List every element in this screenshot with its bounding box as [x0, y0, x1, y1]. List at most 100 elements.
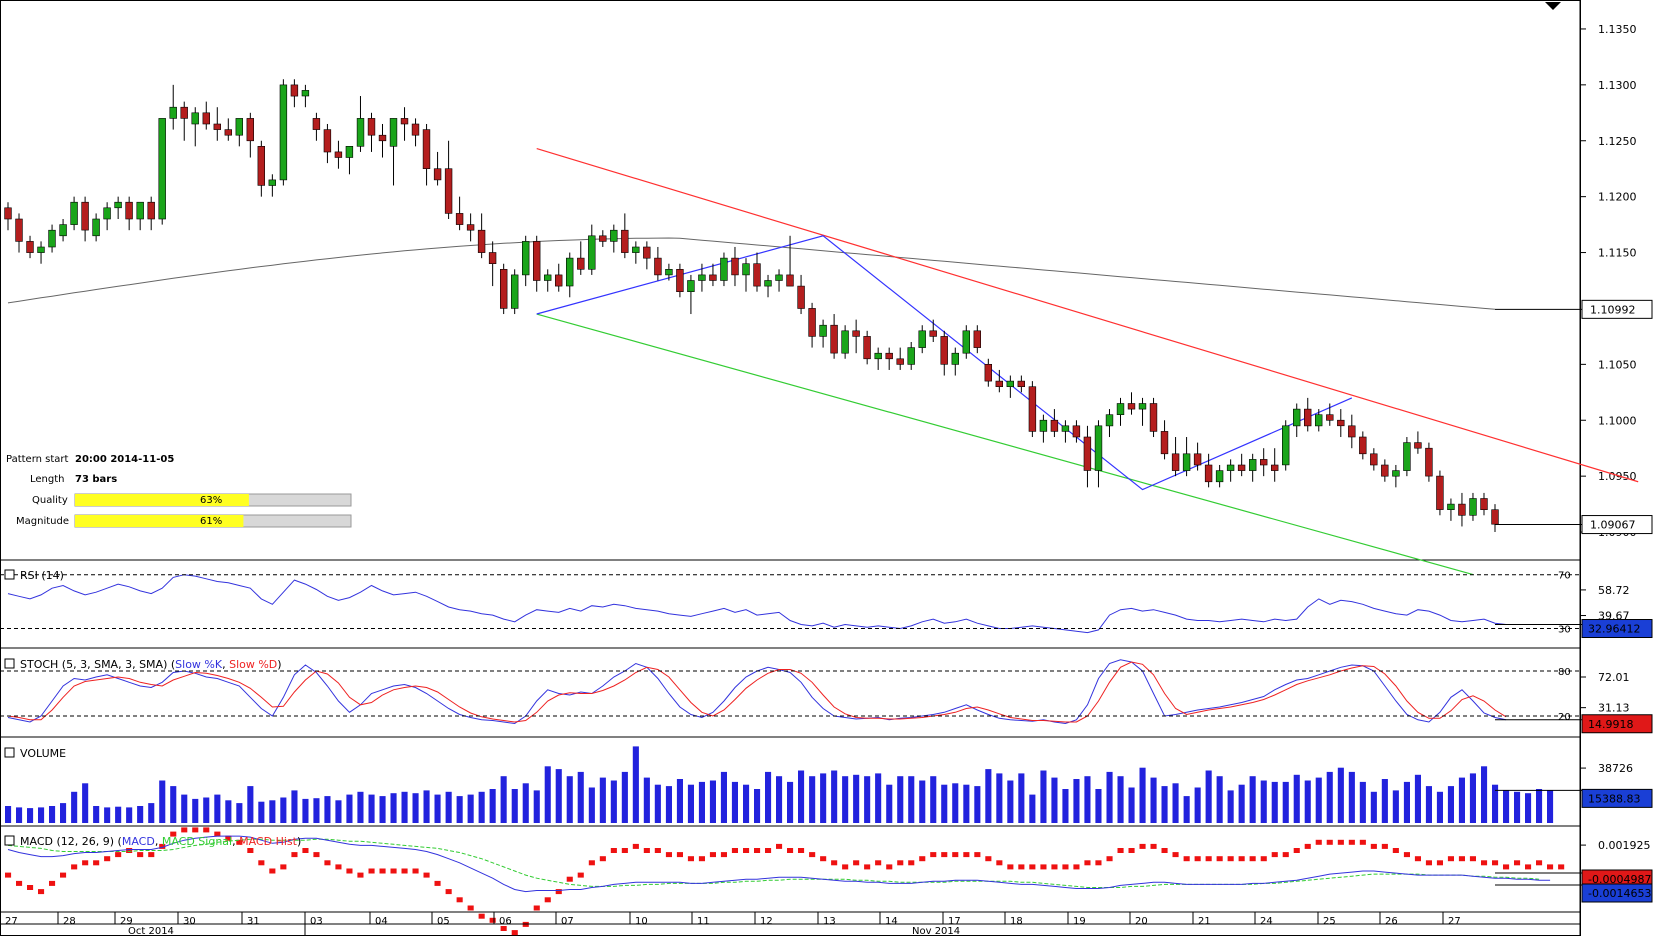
candle — [1006, 375, 1015, 398]
macd-hist-bar — [280, 864, 287, 870]
volume-bar — [842, 776, 849, 823]
magnitude-label: Magnitude — [16, 516, 69, 527]
macd-hist-bar — [698, 856, 705, 862]
candle — [852, 319, 860, 354]
x-day-label: 04 — [375, 916, 388, 927]
candle-bull — [1105, 414, 1114, 427]
candle — [290, 79, 299, 108]
macd-tick-label: 0.001925 — [1598, 839, 1651, 852]
candle-bear — [995, 380, 1004, 388]
macd-hist-bar — [60, 872, 67, 878]
rsi-level-label: 30 — [1558, 625, 1571, 636]
candle-bull — [1315, 414, 1323, 427]
volume-bar — [1469, 773, 1476, 823]
candle — [698, 263, 706, 292]
candle — [753, 252, 761, 292]
candle-bear — [1204, 464, 1213, 483]
macd-hist-bar — [434, 880, 441, 886]
macd-hist-bar — [1271, 852, 1278, 858]
candle-bull — [687, 280, 695, 292]
macd-hist-name: MACD Hist — [239, 835, 298, 848]
candle — [312, 112, 321, 141]
candle — [257, 140, 265, 197]
price-tick-label: 1.1250 — [1598, 135, 1637, 148]
volume-bar — [908, 776, 915, 823]
volume-bar — [1348, 771, 1355, 823]
volume-bar — [27, 808, 34, 823]
candle-bull — [191, 112, 199, 125]
volume-bar — [456, 796, 463, 823]
x-day-label: 31 — [247, 916, 260, 927]
rsi-toggle-icon[interactable] — [4, 569, 15, 580]
volume-bar — [203, 797, 210, 823]
candle-bull — [235, 118, 243, 136]
candle — [433, 151, 442, 186]
volume-bar — [687, 784, 694, 823]
volume-bar — [93, 806, 100, 823]
volume-bar — [60, 803, 67, 823]
candle — [202, 101, 210, 130]
volume-bar — [533, 790, 540, 823]
stoch-level-label: 80 — [1558, 667, 1571, 678]
macd-hist-bar — [1492, 860, 1499, 866]
candle — [59, 219, 67, 242]
candle-bear — [213, 123, 221, 130]
macd-hist-bar — [27, 885, 34, 890]
candle — [819, 319, 827, 348]
macd-hist-bar — [1128, 848, 1135, 853]
macd-signal-name: MACD Signal — [162, 835, 232, 848]
volume-bar — [335, 800, 342, 823]
rsi-tick-label: 58.72 — [1598, 584, 1630, 597]
stoch-toggle-icon[interactable] — [4, 658, 15, 669]
candle-bull — [764, 280, 772, 287]
candle — [731, 246, 739, 287]
volume-bar — [489, 789, 496, 823]
macd-hist-bar — [1326, 839, 1333, 845]
volume-bar — [1073, 779, 1080, 823]
volume-bar — [137, 806, 144, 823]
candle-bull — [268, 179, 276, 186]
candle — [907, 341, 915, 370]
candle — [114, 196, 122, 220]
candle-bear — [940, 336, 948, 365]
macd-hist-bar — [236, 839, 243, 845]
macd-hist-bar — [886, 864, 893, 870]
macd-toggle-icon[interactable] — [4, 835, 15, 846]
volume-bar — [974, 786, 981, 823]
candle — [1204, 453, 1213, 488]
macd-hist-bar — [588, 860, 595, 866]
candle — [466, 213, 475, 242]
candle-bear — [1304, 408, 1312, 427]
macd-hist-bar — [1029, 864, 1036, 870]
price-tick-label: 1.1000 — [1598, 414, 1637, 427]
candle-bear — [984, 363, 993, 382]
magnitude-value: 61% — [200, 516, 222, 527]
volume-bar — [1084, 776, 1091, 823]
candle-bear — [1072, 425, 1081, 438]
candle-bull — [907, 347, 915, 365]
candle-bull — [92, 218, 100, 237]
volume-bar — [1525, 793, 1532, 823]
scroll-down-icon[interactable] — [1545, 2, 1561, 10]
candle — [4, 202, 12, 231]
length-label: Length — [30, 474, 65, 485]
macd-hist-bar — [258, 860, 265, 866]
volume-bar — [1481, 766, 1488, 823]
macd-hist-bar — [478, 913, 485, 919]
macd-hist-bar — [38, 889, 45, 895]
volume-badge — [1581, 788, 1653, 808]
macd-hist-bar — [511, 930, 518, 936]
macd-hist-bar — [1536, 860, 1543, 866]
macd-line — [7, 835, 1551, 893]
macd-hist-bar — [71, 864, 78, 870]
price-tick-label: 1.1350 — [1598, 23, 1637, 36]
volume-toggle-icon[interactable] — [4, 747, 15, 758]
macd-hist-bar — [1337, 839, 1344, 845]
candle-bear — [554, 274, 563, 287]
candle — [213, 107, 221, 141]
candle-bull — [819, 324, 827, 337]
volume-bar — [588, 787, 595, 823]
volume-bar — [522, 783, 529, 823]
macd-hist-bar — [269, 868, 276, 874]
candle-bear — [1425, 447, 1433, 477]
